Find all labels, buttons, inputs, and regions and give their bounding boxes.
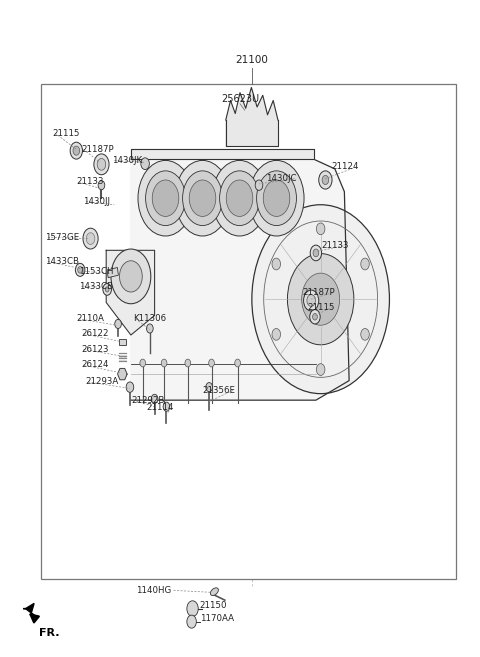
Text: 21115: 21115 bbox=[307, 302, 335, 311]
Polygon shape bbox=[118, 369, 127, 380]
Text: 26124: 26124 bbox=[81, 361, 108, 369]
Circle shape bbox=[120, 261, 142, 292]
Ellipse shape bbox=[210, 588, 218, 595]
Circle shape bbox=[235, 359, 240, 367]
Circle shape bbox=[313, 249, 319, 257]
Circle shape bbox=[226, 180, 253, 216]
Circle shape bbox=[103, 284, 111, 295]
Text: 1430JC: 1430JC bbox=[266, 174, 297, 183]
Circle shape bbox=[301, 273, 340, 325]
Circle shape bbox=[206, 382, 213, 392]
Text: 21133: 21133 bbox=[322, 240, 349, 250]
Circle shape bbox=[138, 160, 193, 236]
Text: FR.: FR. bbox=[39, 627, 60, 638]
Text: 21293A: 21293A bbox=[86, 377, 119, 386]
Text: 1433CB: 1433CB bbox=[79, 282, 113, 290]
Text: 21114: 21114 bbox=[146, 403, 174, 413]
Circle shape bbox=[111, 249, 151, 304]
Circle shape bbox=[152, 180, 179, 216]
Text: 1433CB: 1433CB bbox=[46, 257, 80, 266]
Text: 1430JK: 1430JK bbox=[112, 156, 142, 165]
Circle shape bbox=[209, 359, 215, 367]
Circle shape bbox=[145, 171, 185, 225]
Text: 21187P: 21187P bbox=[81, 145, 114, 154]
Circle shape bbox=[361, 328, 369, 340]
Polygon shape bbox=[226, 87, 278, 146]
Text: 1170AA: 1170AA bbox=[200, 614, 234, 623]
Text: 1153CH: 1153CH bbox=[79, 267, 113, 276]
Text: K11306: K11306 bbox=[133, 314, 167, 323]
Circle shape bbox=[83, 228, 98, 249]
Text: 21124: 21124 bbox=[331, 162, 359, 171]
Text: 26122: 26122 bbox=[81, 329, 108, 338]
Circle shape bbox=[151, 394, 158, 403]
Text: 26123: 26123 bbox=[81, 345, 108, 354]
Circle shape bbox=[185, 359, 191, 367]
Polygon shape bbox=[23, 603, 34, 615]
Circle shape bbox=[70, 142, 83, 159]
Circle shape bbox=[288, 254, 354, 345]
Polygon shape bbox=[131, 149, 313, 159]
Text: 1140HG: 1140HG bbox=[136, 586, 171, 595]
Circle shape bbox=[310, 245, 322, 261]
Circle shape bbox=[175, 160, 230, 236]
Circle shape bbox=[257, 171, 297, 225]
Circle shape bbox=[212, 160, 267, 236]
Circle shape bbox=[361, 258, 369, 270]
Circle shape bbox=[303, 290, 319, 311]
Circle shape bbox=[126, 382, 134, 392]
Circle shape bbox=[140, 359, 145, 367]
Circle shape bbox=[163, 402, 170, 411]
Circle shape bbox=[78, 267, 83, 273]
Text: 1573GE: 1573GE bbox=[46, 233, 80, 242]
Circle shape bbox=[187, 615, 196, 628]
Text: 2110A: 2110A bbox=[76, 314, 104, 323]
Circle shape bbox=[272, 328, 280, 340]
Circle shape bbox=[97, 158, 106, 170]
Circle shape bbox=[189, 180, 216, 216]
Circle shape bbox=[86, 233, 95, 244]
Text: 21100: 21100 bbox=[235, 55, 268, 64]
Circle shape bbox=[182, 171, 222, 225]
Text: 21150: 21150 bbox=[200, 601, 227, 610]
Circle shape bbox=[316, 364, 325, 375]
Circle shape bbox=[255, 180, 263, 191]
Text: 25623U: 25623U bbox=[221, 94, 259, 104]
Bar bbox=[107, 267, 119, 278]
Circle shape bbox=[316, 223, 325, 235]
Circle shape bbox=[115, 319, 121, 328]
Text: 21115: 21115 bbox=[53, 129, 80, 137]
Text: 21133: 21133 bbox=[76, 177, 104, 187]
Circle shape bbox=[98, 181, 105, 190]
Circle shape bbox=[322, 175, 329, 185]
Circle shape bbox=[319, 171, 332, 189]
Circle shape bbox=[312, 313, 317, 320]
Circle shape bbox=[252, 205, 389, 394]
Circle shape bbox=[307, 294, 315, 306]
Bar bbox=[119, 339, 126, 346]
Circle shape bbox=[141, 158, 149, 170]
Circle shape bbox=[105, 287, 109, 292]
Circle shape bbox=[272, 258, 280, 270]
Circle shape bbox=[249, 160, 304, 236]
Circle shape bbox=[94, 154, 109, 175]
Circle shape bbox=[73, 146, 80, 155]
Bar bbox=[41, 84, 456, 579]
Circle shape bbox=[187, 600, 198, 616]
Text: 21187P: 21187P bbox=[302, 288, 335, 297]
Circle shape bbox=[219, 171, 260, 225]
Text: 21356E: 21356E bbox=[202, 386, 235, 395]
Circle shape bbox=[310, 309, 320, 324]
Polygon shape bbox=[131, 159, 349, 400]
Polygon shape bbox=[106, 250, 155, 335]
Text: 21292B: 21292B bbox=[131, 396, 164, 405]
Text: 1430JJ: 1430JJ bbox=[84, 197, 110, 206]
Circle shape bbox=[263, 180, 290, 216]
Circle shape bbox=[146, 324, 153, 333]
Circle shape bbox=[75, 263, 85, 277]
Circle shape bbox=[161, 359, 167, 367]
